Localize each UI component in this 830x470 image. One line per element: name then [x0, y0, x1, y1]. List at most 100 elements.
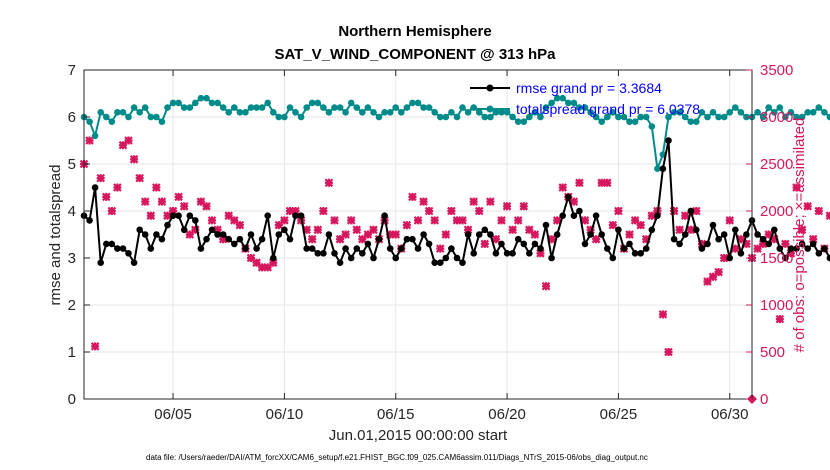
totalspread-point [503, 109, 511, 116]
rmse-point [437, 259, 444, 267]
rmse-point [409, 235, 416, 243]
obs-assimilated-marker [280, 216, 289, 225]
rmse-point [798, 240, 806, 248]
obs-assimilated-marker [753, 244, 762, 253]
rmse-point [809, 240, 817, 248]
obs-assimilated-marker [213, 225, 222, 235]
totalspread-point [782, 113, 789, 121]
obs-assimilated-marker [630, 216, 640, 225]
rmse-point [342, 245, 349, 252]
totalspread-point [286, 104, 294, 111]
obs-assimilated-marker [124, 136, 133, 145]
rmse-point [687, 207, 695, 215]
totalspread-point [414, 99, 422, 107]
obs-assimilated-marker [814, 206, 824, 216]
totalspread-point [587, 109, 594, 116]
totalspread-point [464, 109, 472, 116]
y-tick-label: 1 [68, 344, 76, 361]
totalspread-point [431, 109, 439, 116]
totalspread-point [314, 99, 322, 107]
y-right-tick-label: 2000 [760, 203, 793, 220]
obs-assimilated-marker [113, 183, 122, 192]
totalspread-point [553, 94, 561, 102]
rmse-point [108, 240, 116, 248]
rmse-point [654, 212, 661, 219]
rmse-point [492, 250, 500, 257]
obs-assimilated-marker [792, 183, 801, 192]
obs-assimilated-marker [669, 206, 679, 216]
totalspread-point [381, 109, 388, 116]
obs-assimilated-marker [324, 178, 334, 188]
totalspread-point [537, 113, 544, 121]
rmse-point [514, 235, 522, 243]
rmse-point [448, 245, 455, 252]
obs-assimilated-marker [90, 342, 100, 351]
totalspread-point [231, 104, 238, 111]
rmse-point [420, 231, 427, 238]
totalspread-point [136, 109, 143, 116]
obs-assimilated-marker [218, 234, 228, 244]
rmse-point [681, 231, 689, 238]
plot-frame [83, 69, 753, 400]
rmse-point [353, 245, 361, 252]
obs-assimilated-marker [731, 244, 740, 253]
obs-assimilated-marker [486, 197, 495, 206]
rmse-point [743, 231, 750, 238]
totalspread-point [425, 104, 433, 111]
totalspread-point [242, 109, 249, 116]
rmse-point [754, 231, 761, 238]
rmse-point [214, 231, 221, 238]
obs-assimilated-marker [174, 192, 183, 202]
rmse-point [570, 212, 578, 219]
obs-assimilated-marker [458, 216, 467, 225]
rmse-point [726, 254, 733, 262]
obs-assimilated-marker [85, 136, 94, 145]
rmse-point [520, 240, 528, 248]
rmse-point [141, 231, 149, 238]
obs-assimilated-marker [263, 263, 272, 272]
rmse-point [759, 235, 767, 243]
totalspread-point [192, 99, 199, 107]
totalspread-point [247, 104, 255, 111]
totalspread-point [776, 104, 784, 111]
rmse-point [804, 245, 811, 252]
rmse-point [553, 231, 561, 238]
totalspread-point [771, 109, 778, 116]
totalspread-point [164, 104, 171, 111]
x-tick-label: 06/30 [711, 406, 749, 423]
y-right-tick-label: 2500 [760, 156, 793, 173]
totalspread-point [331, 104, 338, 111]
rmse-point [270, 254, 277, 262]
rmse-point [637, 250, 644, 257]
totalspread-point [214, 99, 221, 107]
y-right-tick-label: 3000 [760, 109, 793, 126]
obs-assimilated-marker [597, 178, 606, 188]
totalspread-point [91, 132, 99, 140]
rmse-point [180, 226, 188, 234]
rmse-point [325, 231, 333, 238]
obs-assimilated-marker [230, 216, 239, 225]
totalspread-point [826, 113, 830, 121]
data-file-footnote: data file: /Users/raeder/DAI/ATM_forcXX/… [146, 453, 648, 462]
totalspread-point [581, 104, 589, 111]
rmse-point [197, 245, 205, 252]
rmse-point [453, 254, 461, 262]
totalspread-point [308, 99, 316, 107]
totalspread-point [186, 104, 194, 111]
totalspread-point [409, 99, 416, 107]
rmse-point [609, 254, 617, 262]
obs-assimilated-marker [697, 239, 707, 249]
totalspread-point [642, 113, 650, 121]
y-tick-label: 7 [68, 62, 76, 79]
y-right-axis-label: # of obs: o=possible; ×=assimilated [791, 118, 808, 353]
rmse-point [314, 250, 322, 257]
rmse-point [475, 231, 483, 238]
totalspread-point [448, 109, 455, 116]
obs-assimilated-marker [413, 216, 423, 225]
obs-assimilated-marker [808, 234, 818, 244]
totalspread-point [765, 104, 772, 111]
obs-assimilated-marker [235, 220, 245, 230]
totalspread-point [542, 104, 550, 111]
totalspread-point [609, 109, 617, 116]
rmse-point [320, 250, 327, 257]
